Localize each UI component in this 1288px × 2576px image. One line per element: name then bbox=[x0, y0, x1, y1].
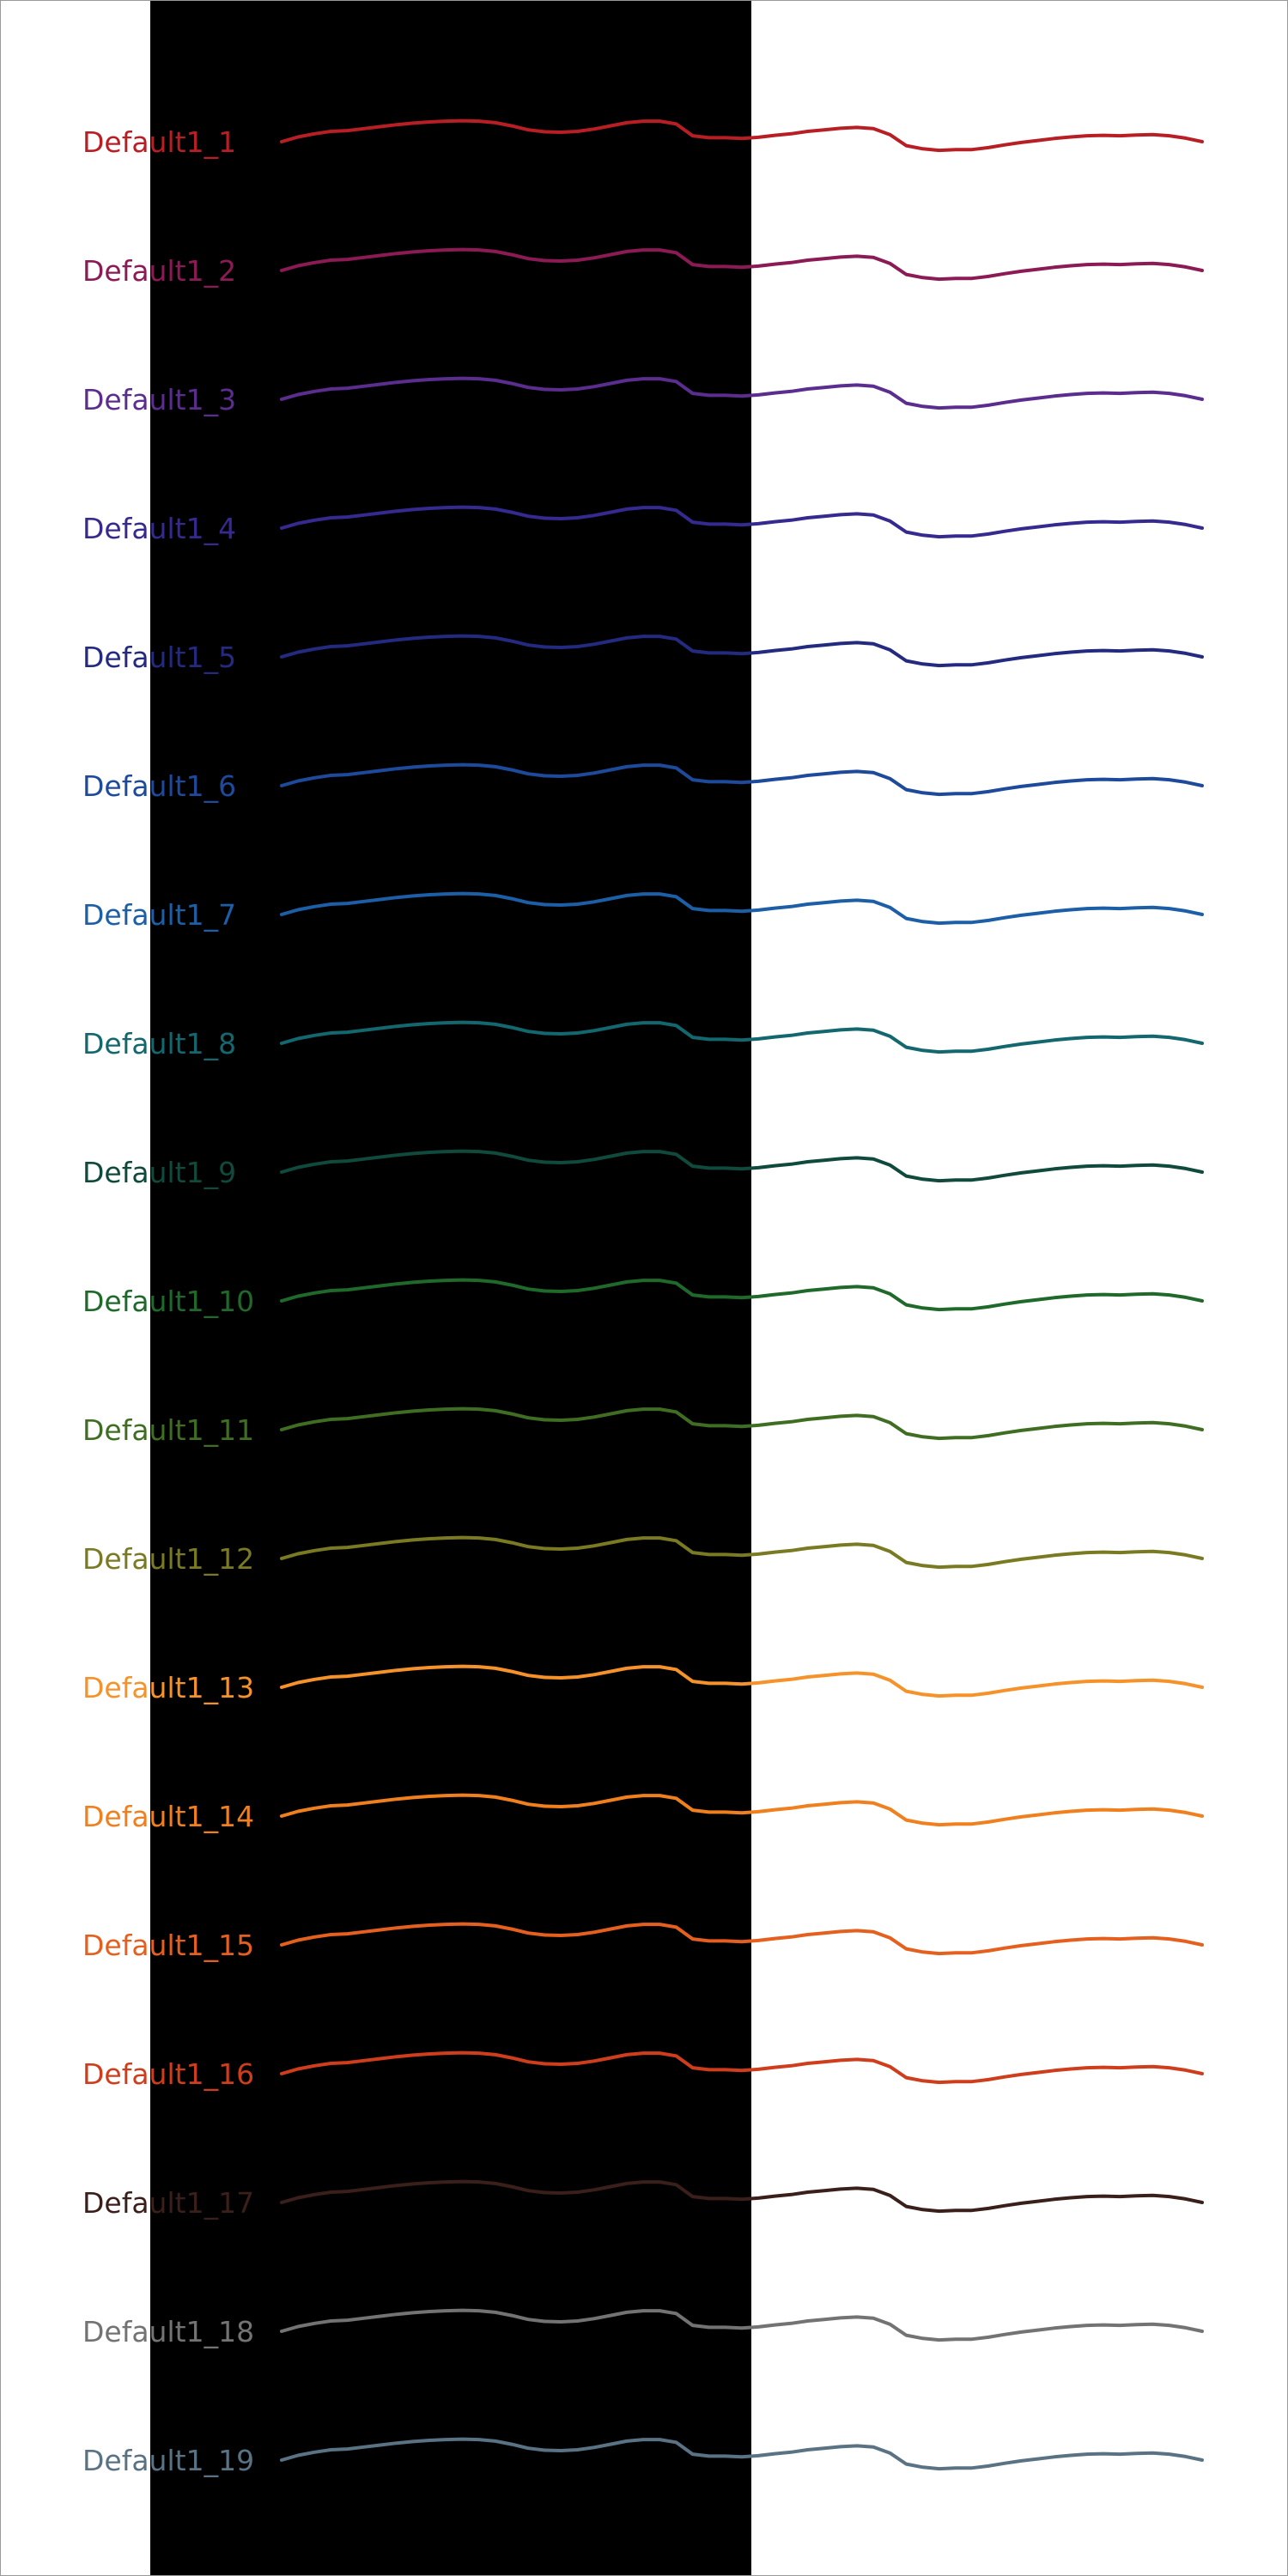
series-label-19: Default1_19 bbox=[82, 2444, 254, 2477]
series-label-14: Default1_14 bbox=[82, 1800, 254, 1833]
series-label-11: Default1_11 bbox=[82, 1413, 254, 1447]
series-line-7 bbox=[280, 891, 1204, 926]
series-line-14 bbox=[280, 1793, 1204, 1827]
series-line-12 bbox=[280, 1535, 1204, 1570]
series-line-17 bbox=[280, 2179, 1204, 2214]
series-line-8 bbox=[280, 1020, 1204, 1054]
series-line-1 bbox=[280, 118, 1204, 153]
series-label-6: Default1_6 bbox=[82, 769, 236, 803]
series-label-16: Default1_16 bbox=[82, 2057, 254, 2091]
series-line-5 bbox=[280, 634, 1204, 668]
series-line-2 bbox=[280, 247, 1204, 282]
series-line-11 bbox=[280, 1406, 1204, 1441]
series-label-1: Default1_1 bbox=[82, 125, 236, 159]
series-line-16 bbox=[280, 2050, 1204, 2085]
series-line-19 bbox=[280, 2437, 1204, 2471]
series-line-15 bbox=[280, 1922, 1204, 1956]
series-label-7: Default1_7 bbox=[82, 898, 236, 932]
series-label-15: Default1_15 bbox=[82, 1929, 254, 1962]
series-label-13: Default1_13 bbox=[82, 1671, 254, 1704]
series-label-8: Default1_8 bbox=[82, 1027, 236, 1060]
series-line-6 bbox=[280, 762, 1204, 797]
series-line-3 bbox=[280, 376, 1204, 410]
series-label-5: Default1_5 bbox=[82, 641, 236, 674]
series-line-9 bbox=[280, 1149, 1204, 1183]
series-label-18: Default1_18 bbox=[82, 2315, 254, 2348]
series-line-13 bbox=[280, 1664, 1204, 1698]
series-label-10: Default1_10 bbox=[82, 1285, 254, 1318]
dark-band bbox=[150, 0, 751, 2576]
series-label-3: Default1_3 bbox=[82, 383, 236, 416]
series-line-18 bbox=[280, 2308, 1204, 2342]
series-label-17: Default1_17 bbox=[82, 2186, 254, 2220]
series-layer: Default1_1 Default1_2 Default1_3 Default1_4… bbox=[82, 118, 1204, 2477]
series-line-4 bbox=[280, 505, 1204, 539]
series-line-10 bbox=[280, 1278, 1204, 1312]
series-label-12: Default1_12 bbox=[82, 1542, 254, 1576]
series-label-2: Default1_2 bbox=[82, 254, 236, 288]
series-label-9: Default1_9 bbox=[82, 1156, 236, 1189]
series-label-4: Default1_4 bbox=[82, 512, 236, 545]
